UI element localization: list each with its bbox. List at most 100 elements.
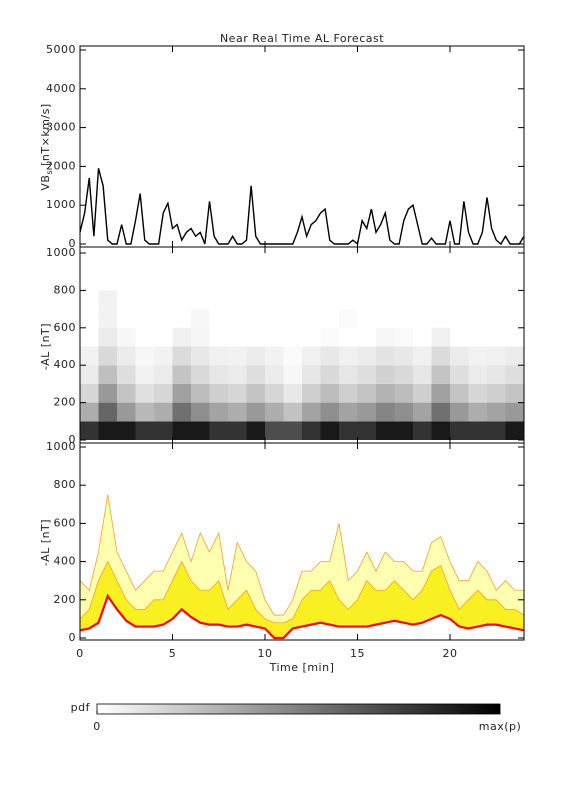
y-tick-label: 2000 bbox=[46, 159, 76, 172]
heat-cell bbox=[339, 365, 358, 384]
heat-cell bbox=[413, 421, 432, 440]
heat-cell bbox=[154, 365, 173, 384]
heat-cell bbox=[394, 346, 413, 366]
heat-cell bbox=[265, 365, 284, 384]
heat-cell bbox=[394, 421, 413, 440]
heat-cell bbox=[339, 383, 358, 403]
heat-cell bbox=[339, 309, 358, 328]
heat-cell bbox=[487, 346, 506, 366]
heat-cell bbox=[302, 383, 321, 403]
heat-cell bbox=[191, 365, 210, 384]
y-tick-label: 0 bbox=[69, 433, 77, 446]
heat-cell bbox=[283, 346, 302, 366]
heat-cell bbox=[265, 383, 284, 403]
heat-cell bbox=[246, 402, 265, 422]
heat-cell bbox=[98, 290, 117, 310]
heat-cell bbox=[320, 421, 339, 440]
y-tick-label: 1000 bbox=[46, 198, 76, 211]
colorbar-tick-label: 0 bbox=[93, 720, 101, 733]
heat-cell bbox=[394, 383, 413, 403]
heat-cell bbox=[172, 402, 191, 422]
heat-cell bbox=[117, 383, 136, 403]
y-axis-label-main: -AL [nT] bbox=[39, 323, 52, 370]
heat-cell bbox=[357, 383, 376, 403]
heat-cell bbox=[172, 383, 191, 403]
heat-cell bbox=[172, 346, 191, 366]
heat-cell bbox=[98, 365, 117, 384]
heat-cell bbox=[98, 346, 117, 366]
heat-cell bbox=[246, 365, 265, 384]
heat-cell bbox=[191, 346, 210, 366]
heat-cell bbox=[265, 421, 284, 440]
heat-cell bbox=[505, 346, 524, 366]
heat-cell bbox=[209, 402, 228, 422]
heat-cell bbox=[172, 365, 191, 384]
heat-cell bbox=[468, 421, 487, 440]
heat-cell bbox=[135, 346, 154, 366]
panel bbox=[79, 494, 525, 640]
heat-cell bbox=[320, 346, 339, 366]
heat-cell bbox=[265, 402, 284, 422]
heat-cell bbox=[505, 365, 524, 384]
heat-cell bbox=[320, 383, 339, 403]
y-tick-label: 400 bbox=[54, 555, 77, 568]
heat-cell bbox=[117, 327, 136, 347]
heat-cell bbox=[376, 421, 395, 440]
heat-cell bbox=[450, 365, 469, 384]
heat-cell bbox=[450, 402, 469, 422]
y-axis-label-main: VB bbox=[39, 175, 52, 191]
heat-cell bbox=[98, 383, 117, 403]
heat-cell bbox=[339, 421, 358, 440]
x-tick-label: 5 bbox=[169, 647, 177, 660]
heat-cell bbox=[431, 383, 450, 403]
heat-cell bbox=[431, 365, 450, 384]
heat-cell bbox=[154, 346, 173, 366]
heat-cell bbox=[265, 346, 284, 366]
y-tick-label: 0 bbox=[69, 237, 77, 250]
heat-cell bbox=[80, 383, 99, 403]
heat-cell bbox=[209, 365, 228, 384]
y-axis-label: VBs [nT×km/s] bbox=[39, 103, 54, 190]
heat-cell bbox=[209, 383, 228, 403]
heat-cell bbox=[468, 383, 487, 403]
heat-cell bbox=[191, 383, 210, 403]
heat-cell bbox=[135, 383, 154, 403]
heat-cell bbox=[505, 402, 524, 422]
y-tick-label: 1000 bbox=[46, 440, 76, 453]
y-tick-label: 5000 bbox=[46, 43, 76, 56]
heat-cell bbox=[191, 327, 210, 347]
heat-cell bbox=[487, 421, 506, 440]
y-tick-label: 3000 bbox=[46, 121, 76, 134]
heat-cell bbox=[320, 327, 339, 347]
heat-cell bbox=[450, 383, 469, 403]
heat-cell bbox=[505, 383, 524, 403]
data-line bbox=[79, 168, 525, 246]
heat-cell bbox=[283, 421, 302, 440]
heat-cell bbox=[320, 402, 339, 422]
heat-cell bbox=[376, 365, 395, 384]
panel bbox=[80, 290, 524, 440]
heat-cell bbox=[246, 346, 265, 366]
band-edge bbox=[79, 560, 525, 624]
heat-cell bbox=[376, 346, 395, 366]
heat-cell bbox=[431, 346, 450, 366]
y-tick-label: 1000 bbox=[46, 246, 76, 259]
heat-cell bbox=[228, 346, 247, 366]
x-axis-label: Time [min] bbox=[269, 661, 335, 674]
heat-cell bbox=[302, 346, 321, 366]
colorbar bbox=[96, 703, 501, 715]
heat-cell bbox=[450, 421, 469, 440]
heat-cell bbox=[80, 402, 99, 422]
panel bbox=[79, 168, 525, 246]
x-tick-label: 10 bbox=[258, 647, 273, 660]
plot-frame bbox=[79, 442, 525, 641]
heat-cell bbox=[394, 402, 413, 422]
y-axis-label-main: -AL [nT] bbox=[39, 519, 52, 566]
heat-cell bbox=[431, 421, 450, 440]
heat-cell bbox=[117, 365, 136, 384]
heat-cell bbox=[413, 365, 432, 384]
heat-cell bbox=[228, 402, 247, 422]
heat-cell bbox=[487, 383, 506, 403]
heat-cell bbox=[450, 346, 469, 366]
